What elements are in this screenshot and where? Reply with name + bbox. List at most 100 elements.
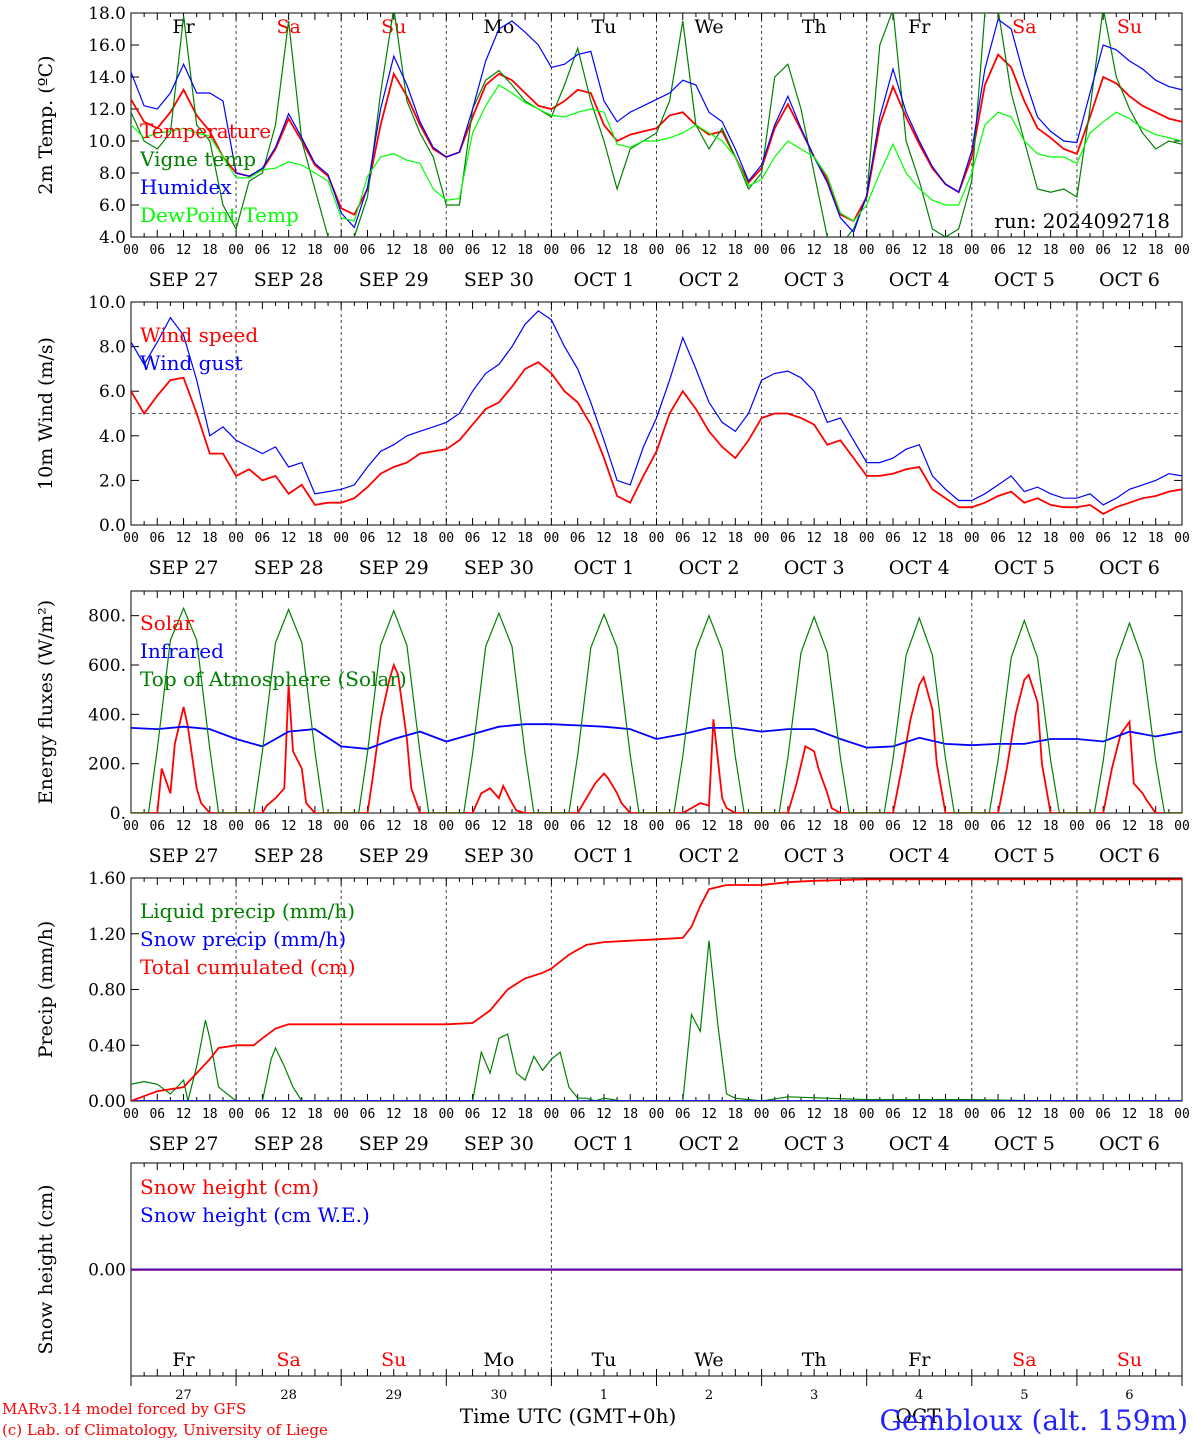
series-line xyxy=(131,878,1182,1101)
day-of-week-label: Fr xyxy=(172,16,195,38)
hour-tick-label: 00 xyxy=(859,531,875,546)
day-of-week-label: Tu xyxy=(591,1349,616,1371)
hour-tick-label: 00 xyxy=(754,819,770,834)
y-tick-label: 0.00 xyxy=(88,1092,126,1112)
hour-tick-label: 06 xyxy=(255,531,271,546)
hour-tick-label: 00 xyxy=(544,243,560,258)
date-label: OCT 6 xyxy=(1099,269,1160,291)
hour-tick-label: 12 xyxy=(386,819,402,834)
hour-tick-label: 12 xyxy=(281,819,297,834)
legend-entry: Wind gust xyxy=(140,351,243,375)
hour-tick-label: 06 xyxy=(570,243,586,258)
hour-tick-label: 06 xyxy=(885,1107,901,1122)
panel-4: 0.00 0.40 0.80 1.20 1.60 Precip (mm/h) 00 06 12 1… xyxy=(35,869,1190,1155)
hour-tick-label: 12 xyxy=(701,819,717,834)
hour-tick-label: 18 xyxy=(1148,1107,1164,1122)
day-of-week-label: Mo xyxy=(483,16,514,38)
hour-tick-label: 18 xyxy=(307,531,323,546)
day-of-week-label: Su xyxy=(1117,16,1142,38)
hour-tick-label: 06 xyxy=(780,243,796,258)
series-line xyxy=(131,723,1182,750)
y-tick-label: 200. xyxy=(88,755,126,775)
hour-tick-label: 18 xyxy=(1043,531,1059,546)
legend-entry: Humidex xyxy=(140,175,232,199)
hour-tick-label: 12 xyxy=(701,243,717,258)
date-label: OCT 4 xyxy=(889,845,950,867)
hour-tick-label: 00 xyxy=(859,819,875,834)
hour-tick-label: 00 xyxy=(964,1107,980,1122)
date-label: OCT 6 xyxy=(1099,1133,1160,1155)
hour-tick-label: 18 xyxy=(307,243,323,258)
hour-tick-label: 00 xyxy=(438,1107,454,1122)
footer-credit: (c) Lab. of Climatology, University of L… xyxy=(2,1421,328,1439)
hour-tick-label: 12 xyxy=(806,531,822,546)
series-line xyxy=(131,662,1182,813)
y-tick-label: 1.60 xyxy=(88,869,126,889)
day-of-week-label: Sa xyxy=(276,1349,300,1371)
hour-tick-label: 00 xyxy=(333,819,349,834)
hour-tick-label: 00 xyxy=(438,531,454,546)
hour-tick-label: 18 xyxy=(622,243,638,258)
date-label: OCT 5 xyxy=(994,1133,1055,1155)
date-label: OCT 1 xyxy=(573,845,634,867)
date-label: OCT 4 xyxy=(889,269,950,291)
y-axis-label: Precip (mm/h) xyxy=(35,921,57,1059)
hour-tick-label: 06 xyxy=(780,1107,796,1122)
overlap-label: OCT xyxy=(895,1404,941,1428)
hour-tick-label: 12 xyxy=(596,1107,612,1122)
y-tick-label: 8.0 xyxy=(99,164,126,184)
date-label: SEP 27 xyxy=(149,557,219,579)
y-tick-label: 2.0 xyxy=(99,471,126,491)
hour-tick-label: 12 xyxy=(911,819,927,834)
hour-tick-label: 18 xyxy=(1148,243,1164,258)
hour-tick-label: 12 xyxy=(596,819,612,834)
run-annotation: run: 2024092718 xyxy=(994,209,1170,233)
day-number-label: 3 xyxy=(810,1388,818,1403)
hour-tick-label: 00 xyxy=(649,1107,665,1122)
hour-tick-label: 18 xyxy=(727,819,743,834)
date-label: SEP 30 xyxy=(464,1133,534,1155)
hour-tick-label: 00 xyxy=(754,243,770,258)
date-label: SEP 28 xyxy=(254,845,324,867)
series-line xyxy=(131,310,1182,506)
day-of-week-label: Fr xyxy=(908,1349,931,1371)
legend-entry: Top of Atmosphere (Solar) xyxy=(140,667,407,691)
y-tick-label: 0.80 xyxy=(88,981,126,1001)
day-of-week-label: Th xyxy=(802,16,827,38)
day-of-week-label: Su xyxy=(381,16,406,38)
hour-tick-label: 18 xyxy=(202,243,218,258)
hour-tick-label: 18 xyxy=(412,243,428,258)
hour-tick-label: 06 xyxy=(780,819,796,834)
hour-tick-label: 06 xyxy=(255,819,271,834)
day-number-label: 2 xyxy=(705,1388,713,1403)
hour-tick-label: 12 xyxy=(911,531,927,546)
date-label: SEP 29 xyxy=(359,269,429,291)
hour-tick-label: 12 xyxy=(491,819,507,834)
hour-tick-label: 18 xyxy=(833,1107,849,1122)
hour-tick-label: 06 xyxy=(149,243,165,258)
hour-tick-label: 18 xyxy=(1148,819,1164,834)
hour-tick-label: 06 xyxy=(465,819,481,834)
hour-tick-label: 12 xyxy=(491,531,507,546)
y-tick-label: 6.0 xyxy=(99,382,126,402)
hour-tick-label: 06 xyxy=(149,1107,165,1122)
hour-tick-label: 12 xyxy=(806,243,822,258)
date-label: SEP 28 xyxy=(254,557,324,579)
hour-tick-label: 18 xyxy=(202,1107,218,1122)
date-label: OCT 3 xyxy=(784,1133,845,1155)
day-of-week-label: Fr xyxy=(908,16,931,38)
hour-tick-label: 18 xyxy=(202,531,218,546)
hour-tick-label: 18 xyxy=(307,819,323,834)
hour-tick-label: 18 xyxy=(938,819,954,834)
date-label: OCT 2 xyxy=(679,269,740,291)
hour-tick-label: 00 xyxy=(1174,531,1190,546)
hour-tick-label: 06 xyxy=(570,1107,586,1122)
hour-tick-label: 12 xyxy=(386,243,402,258)
legend-entry: Total cumulated (cm) xyxy=(140,955,356,979)
hour-tick-label: 12 xyxy=(596,531,612,546)
hour-tick-label: 00 xyxy=(964,243,980,258)
hour-tick-label: 00 xyxy=(649,531,665,546)
day-of-week-label: We xyxy=(694,1349,723,1371)
date-label: OCT 5 xyxy=(994,557,1055,579)
